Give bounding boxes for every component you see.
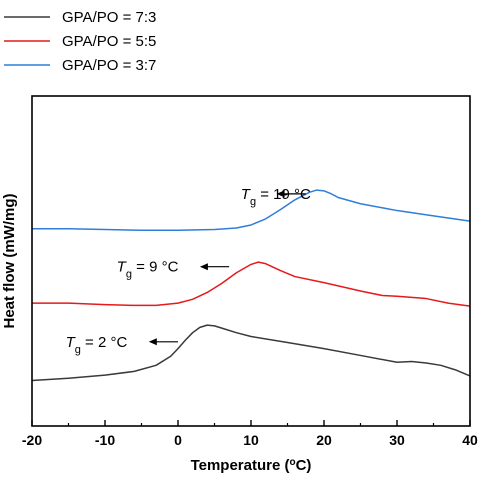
series-line-1 bbox=[31, 324, 471, 382]
legend-label: GPA/PO = 5:5 bbox=[62, 33, 156, 50]
arrow-head bbox=[148, 338, 157, 346]
legend: GPA/PO = 7:3 GPA/PO = 5:5 GPA/PO = 3:7 bbox=[4, 9, 156, 74]
x-tick-label: 10 bbox=[243, 432, 259, 448]
x-tick-label: 20 bbox=[316, 432, 332, 448]
arrow-head bbox=[276, 190, 285, 198]
y-axis-title: Heat flow (mW/mg) bbox=[1, 194, 18, 329]
x-tick-label: 40 bbox=[462, 432, 478, 448]
legend-label: GPA/PO = 3:7 bbox=[62, 57, 156, 74]
x-axis-title: Temperature (oC) bbox=[191, 457, 312, 475]
series-line-2 bbox=[32, 261, 471, 307]
legend-label: GPA/PO = 7:3 bbox=[62, 9, 156, 26]
tg-annotation: Tg = 19 °C bbox=[241, 186, 311, 208]
arrow-head bbox=[199, 263, 208, 271]
tg-annotation: Tg = 2 °C bbox=[66, 334, 128, 356]
plot-area bbox=[31, 189, 471, 382]
series-line-3 bbox=[32, 189, 471, 232]
x-tick-label: -10 bbox=[95, 432, 115, 448]
x-axis-title-end: C) bbox=[296, 457, 312, 474]
tg-annotation: Tg = 9 °C bbox=[117, 259, 179, 281]
x-axis-title-sup: o bbox=[289, 457, 295, 468]
x-tick-label: 0 bbox=[174, 432, 182, 448]
x-tick-label: -20 bbox=[22, 432, 42, 448]
x-tick-label: 30 bbox=[389, 432, 405, 448]
x-axis-title-main: Temperature ( bbox=[191, 457, 290, 474]
annotations: Tg = 19 °C Tg = 9 °C Tg = 2 °C bbox=[66, 186, 311, 356]
x-axis: -20 -10 0 10 20 30 40 bbox=[22, 420, 478, 448]
